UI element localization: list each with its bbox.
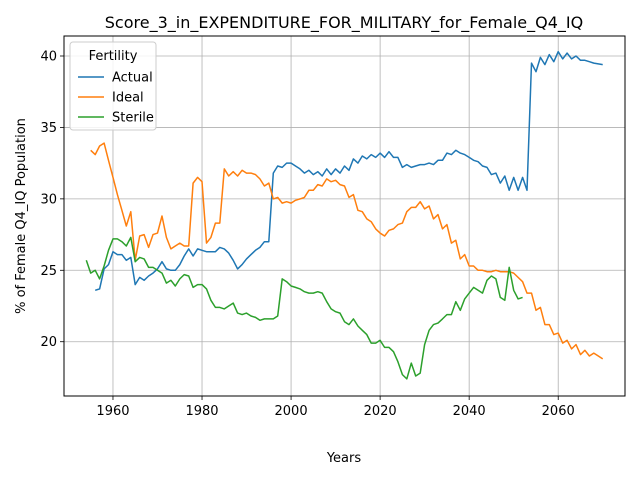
legend-label-actual: Actual [112,71,153,86]
x-tick-label: 1980 [185,404,218,419]
legend-box [69,41,157,131]
y-tick-label: 25 [40,264,57,279]
legend-label-ideal: Ideal [112,91,144,106]
y-axis-ticks: 20 25 30 35 40 [40,50,64,350]
legend-title: Fertility [89,49,138,64]
legend-entries: Actual Ideal Sterile [78,71,154,126]
x-axis-label: Years [326,451,362,466]
x-tick-label: 1960 [96,404,129,419]
x-tick-label: 2000 [275,404,308,419]
series-line-actual [94,50,603,292]
legend: Fertility Actual Ideal Sterile [69,41,157,131]
legend-label-sterile: Sterile [112,111,154,126]
y-tick-label: 20 [40,335,57,350]
x-axis-ticks: 1960 1980 2000 2020 2040 2060 [96,396,575,419]
y-tick-label: 30 [40,192,57,207]
series-line-ideal [90,142,604,360]
series-lines [85,50,604,380]
x-tick-label: 2040 [453,404,486,419]
x-tick-label: 2060 [542,404,575,419]
grid [64,36,625,396]
plot-frame [63,35,626,397]
x-tick-label: 2020 [364,404,397,419]
y-axis-label: % of Female Q4_IQ Population [14,118,29,314]
series-line-sterile [85,236,523,380]
y-tick-label: 40 [40,50,57,65]
y-tick-label: 35 [40,121,57,136]
chart-title: Score_3_in_EXPENDITURE_FOR_MILITARY_for_… [105,13,583,33]
